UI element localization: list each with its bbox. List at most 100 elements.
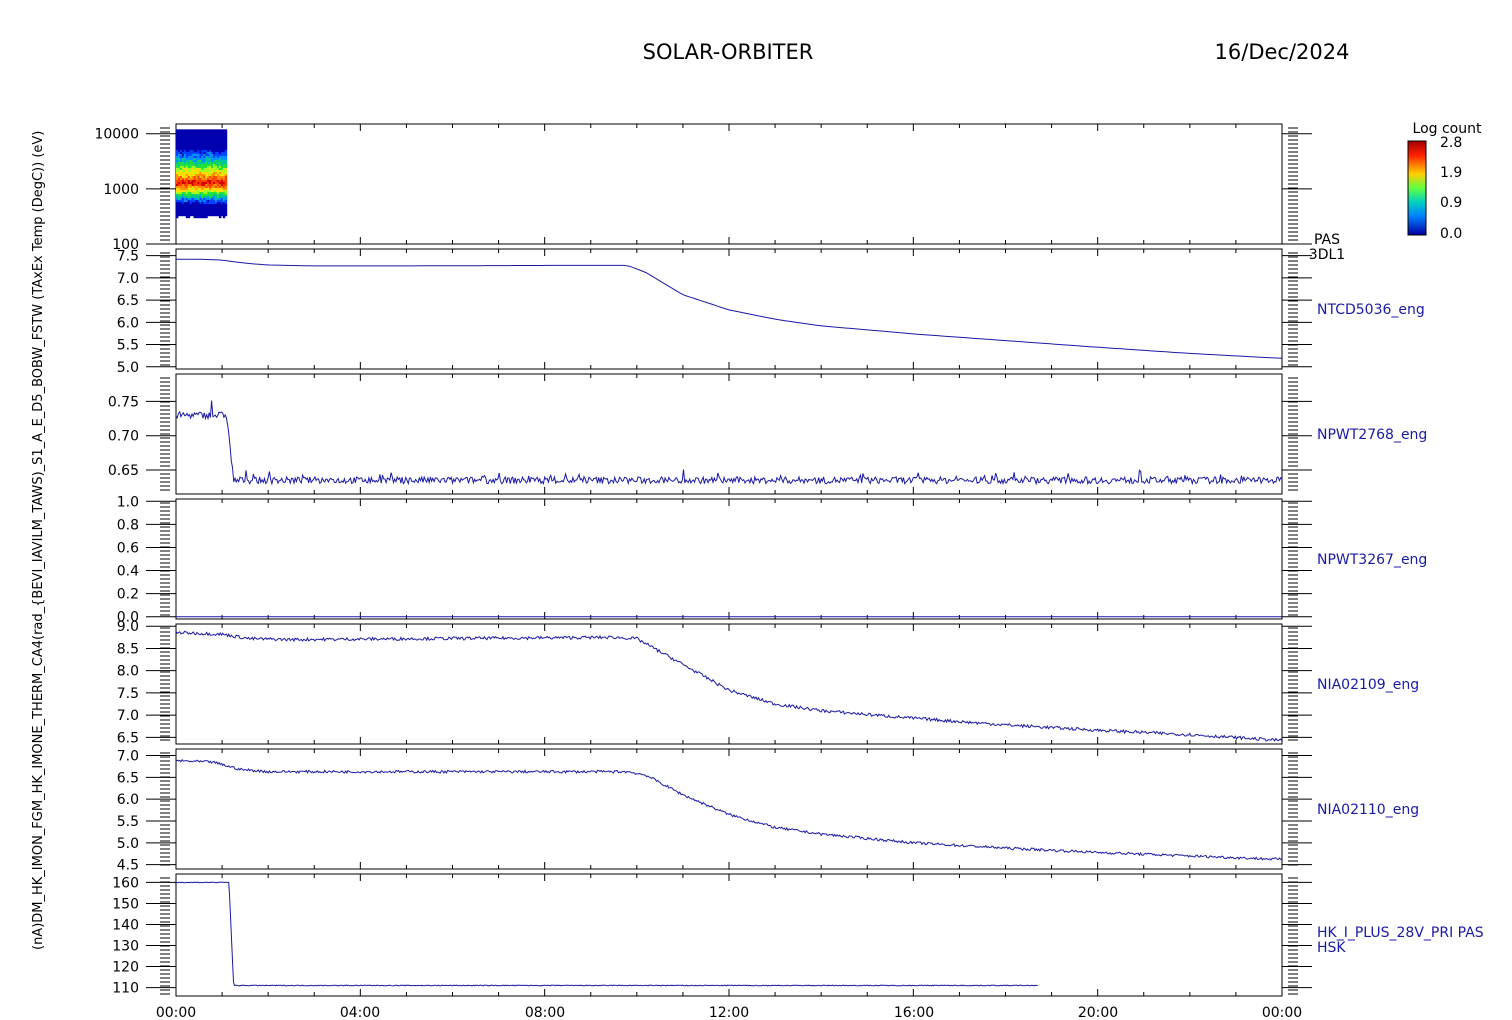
spectrogram-cell	[177, 153, 181, 156]
spectrogram-cell	[203, 193, 206, 197]
spectrogram-cell	[203, 151, 206, 154]
spectrogram-cell	[183, 151, 187, 154]
spectrogram-cell	[218, 141, 222, 144]
spectrogram-cell	[205, 141, 208, 144]
spectrogram-cell	[203, 161, 206, 164]
spectrogram-cell	[199, 213, 202, 217]
spectrogram-cell	[195, 213, 198, 217]
spectrogram-cell	[220, 129, 224, 132]
spectrogram-cell	[211, 133, 214, 136]
spectrogram-cell	[224, 137, 228, 140]
spectrogram-cell	[176, 215, 179, 219]
spectrogram-cell	[181, 161, 185, 164]
spectrogram-cell	[205, 207, 208, 211]
spectrogram-cell	[213, 167, 216, 171]
spectrogram-cell	[187, 213, 191, 217]
spectrogram-cell	[187, 135, 191, 138]
spectrogram-cell	[211, 189, 214, 193]
spectrogram-cell	[197, 137, 200, 140]
spectrogram-cell	[181, 153, 185, 156]
panel-frame	[175, 748, 1283, 870]
spectrogram-cell	[199, 145, 202, 148]
spectrogram-cell	[185, 147, 189, 150]
spectrogram-cell	[218, 157, 222, 160]
spectrogram-cell	[213, 137, 216, 140]
spectrogram-cell	[191, 193, 195, 197]
spectrogram-cell	[185, 149, 189, 152]
spectrogram-cell	[191, 189, 195, 193]
spectrogram-cell	[213, 159, 216, 162]
spectrogram-cell	[185, 203, 189, 207]
spectrogram-cell	[209, 181, 212, 185]
spectrogram-cell	[176, 171, 179, 175]
spectrogram-cell	[177, 151, 181, 154]
spectrogram-cell	[183, 205, 187, 209]
series-label: PAS	[1314, 232, 1340, 248]
spectrogram-cell	[214, 151, 218, 154]
spectrogram-cell	[189, 167, 193, 171]
spectrogram-cell	[222, 187, 226, 191]
spectrogram-cell	[205, 215, 208, 219]
spectrogram-cell	[181, 131, 185, 134]
spectrogram-cell	[179, 201, 183, 205]
spectrogram-cell	[209, 183, 212, 187]
spectrogram-cell	[205, 133, 208, 136]
spectrogram-cell	[211, 141, 214, 144]
spectrogram-cell	[209, 149, 212, 152]
spectrogram-cell	[191, 135, 195, 138]
spectrogram-cell	[199, 141, 202, 144]
spectrogram-cell	[209, 163, 212, 166]
spectrogram-cell	[199, 185, 202, 189]
spectrogram-cell	[224, 161, 228, 164]
spectrogram-cell	[177, 197, 181, 201]
spectrogram-cell	[195, 185, 198, 189]
spectrogram-cell	[199, 131, 202, 134]
spectrogram-cell	[193, 183, 196, 187]
spectrogram-cell	[177, 191, 181, 195]
spectrogram-cell	[176, 185, 179, 189]
spectrogram-cell	[195, 187, 198, 191]
spectrogram-cell	[222, 209, 226, 213]
y-tick-label: 7.0	[117, 749, 139, 765]
spectrogram-cell	[185, 161, 189, 164]
spectrogram-cell	[220, 151, 224, 154]
spectrogram-cell	[179, 161, 183, 164]
spectrogram-cell	[189, 151, 193, 154]
spectrogram-cell	[193, 209, 196, 213]
spectrogram-cell	[193, 145, 196, 148]
spectrogram-cell	[183, 139, 187, 142]
spectrogram-cell	[176, 169, 179, 173]
spectrogram-cell	[187, 177, 191, 181]
spectrogram-cell	[203, 213, 206, 217]
spectrogram-cell	[203, 137, 206, 140]
spectrogram-cell	[179, 187, 183, 191]
spectrogram-cell	[187, 185, 191, 189]
spectrogram-cell	[181, 189, 185, 193]
spectrogram-cell	[179, 179, 183, 183]
spectrogram-cell	[179, 149, 183, 152]
spectrogram-cell	[193, 185, 196, 189]
spectrogram-cell	[209, 161, 212, 164]
spectrogram-cell	[213, 179, 216, 183]
spectrogram-cell	[185, 191, 189, 195]
spectrogram-cell	[183, 163, 187, 166]
spectrogram-cell	[191, 153, 195, 156]
spectrogram-cell	[213, 181, 216, 185]
spectrogram-cell	[179, 193, 183, 197]
spectrogram-cell	[218, 135, 222, 138]
spectrogram-cell	[199, 153, 202, 156]
spectrogram-cell	[199, 159, 202, 162]
spectrogram-cell	[205, 187, 208, 191]
spectrogram-cell	[205, 209, 208, 213]
spectrogram-cell	[207, 211, 210, 215]
spectrogram-cell	[183, 133, 187, 136]
spectrogram-cell	[224, 205, 228, 209]
spectrogram-cell	[216, 211, 220, 215]
spectrogram-cell	[211, 159, 214, 162]
spectrogram-cell	[183, 135, 187, 138]
spectrogram-cell	[201, 137, 204, 140]
spectrogram-cell	[220, 177, 224, 181]
spectrogram-cell	[216, 147, 220, 150]
spectrogram-cell	[189, 145, 193, 148]
spectrogram-cell	[203, 157, 206, 160]
